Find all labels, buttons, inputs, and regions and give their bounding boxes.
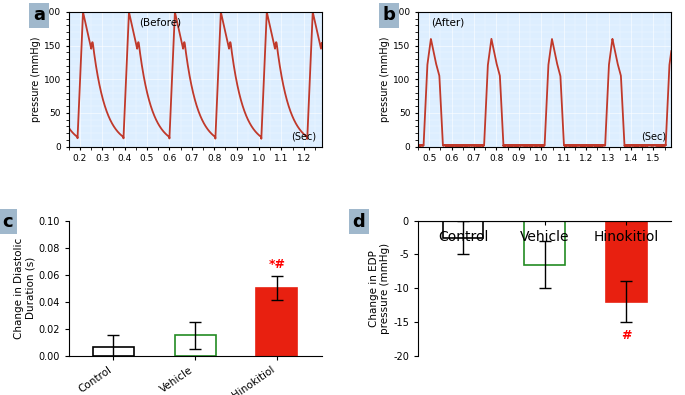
Bar [443,221,484,237]
Y-axis label: Change in Diastolic
Duration (s): Change in Diastolic Duration (s) [14,237,35,339]
Text: (Sec): (Sec) [292,131,316,141]
Y-axis label: pressure (mmHg): pressure (mmHg) [380,36,390,122]
Y-axis label: pressure (mmHg): pressure (mmHg) [31,36,41,122]
Text: b: b [382,6,395,24]
Text: (Before): (Before) [140,17,182,27]
Bar [606,221,647,302]
Bar [256,288,297,356]
Bar [93,348,134,356]
Text: *#: *# [269,258,286,271]
Text: (Sec): (Sec) [641,131,667,141]
Bar [175,335,216,356]
Text: a: a [33,6,45,24]
Text: #: # [621,329,632,342]
Text: d: d [352,213,365,231]
Y-axis label: Change in EDP
pressure (mmHg): Change in EDP pressure (mmHg) [369,243,390,334]
Text: c: c [3,213,13,231]
Text: (After): (After) [431,17,464,27]
Bar [524,221,565,265]
